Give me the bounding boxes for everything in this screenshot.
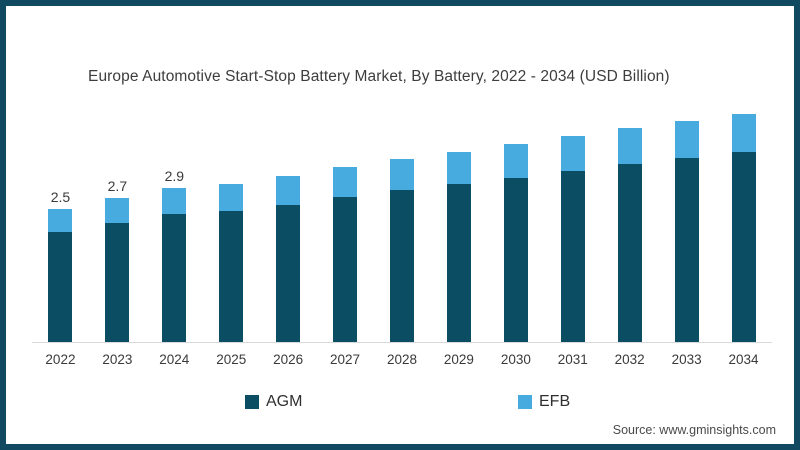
legend-label-agm: AGM bbox=[266, 393, 303, 410]
x-axis-label-2025: 2025 bbox=[216, 352, 247, 367]
bar-segment-agm-2026 bbox=[276, 205, 301, 342]
efb-color-swatch bbox=[518, 395, 532, 409]
bar-segment-agm-2023 bbox=[105, 223, 130, 342]
bar-segment-efb-2026 bbox=[276, 176, 301, 206]
bar-segment-efb-2029 bbox=[446, 152, 471, 184]
bar-segment-agm-2027 bbox=[333, 196, 358, 342]
bar-segment-agm-2033 bbox=[674, 158, 699, 342]
bar-segment-efb-2023 bbox=[105, 198, 130, 224]
bar-segment-efb-2032 bbox=[617, 128, 642, 165]
bar-segment-agm-2030 bbox=[503, 178, 528, 342]
chart-title: Europe Automotive Start-Stop Battery Mar… bbox=[88, 68, 670, 85]
bar-segment-agm-2028 bbox=[389, 189, 414, 342]
x-axis-label-2024: 2024 bbox=[159, 352, 190, 367]
bar-segment-efb-2022 bbox=[48, 209, 73, 232]
bar-segment-efb-2028 bbox=[389, 158, 414, 190]
legend: AGM EFB bbox=[0, 393, 800, 413]
x-axis-line bbox=[32, 342, 772, 343]
data-label-2024: 2.9 bbox=[164, 167, 185, 184]
bar-segment-agm-2024 bbox=[162, 213, 187, 342]
x-axis-label-2023: 2023 bbox=[102, 352, 133, 367]
x-axis-label-2031: 2031 bbox=[557, 352, 588, 367]
data-label-2022: 2.5 bbox=[50, 189, 71, 205]
x-axis-label-2034: 2034 bbox=[728, 352, 759, 367]
legend-item-agm: AGM bbox=[245, 393, 302, 411]
x-axis-label-2032: 2032 bbox=[614, 352, 645, 367]
bar-segment-agm-2022 bbox=[48, 231, 73, 342]
x-axis-label-2022: 2022 bbox=[45, 352, 76, 367]
bar-segment-efb-2030 bbox=[503, 144, 528, 179]
bar-segment-efb-2027 bbox=[333, 166, 358, 197]
legend-label-efb: EFB bbox=[539, 393, 571, 410]
x-axis-label-2029: 2029 bbox=[443, 352, 474, 367]
bar-segment-efb-2025 bbox=[219, 183, 244, 212]
bar-segment-agm-2034 bbox=[731, 151, 756, 342]
bar-segment-efb-2033 bbox=[674, 121, 699, 159]
legend-item-efb: EFB bbox=[518, 393, 570, 411]
bar-segment-agm-2031 bbox=[560, 171, 585, 342]
bar-segment-agm-2029 bbox=[446, 183, 471, 342]
bar-segment-efb-2024 bbox=[162, 187, 187, 214]
source-attribution: Source: www.gminsights.com bbox=[612, 423, 776, 437]
x-axis-label-2030: 2030 bbox=[500, 352, 531, 367]
x-axis-label-2033: 2033 bbox=[671, 352, 702, 367]
x-axis-label-2026: 2026 bbox=[273, 352, 304, 367]
bar-segment-agm-2032 bbox=[617, 164, 642, 342]
x-axis-label-2028: 2028 bbox=[386, 352, 417, 367]
data-label-2023: 2.7 bbox=[107, 178, 128, 195]
agm-color-swatch bbox=[245, 395, 259, 409]
x-axis-label-2027: 2027 bbox=[330, 352, 361, 367]
bar-segment-efb-2031 bbox=[560, 136, 585, 172]
bar-segment-efb-2034 bbox=[731, 113, 756, 152]
bar-segment-agm-2025 bbox=[219, 211, 244, 342]
